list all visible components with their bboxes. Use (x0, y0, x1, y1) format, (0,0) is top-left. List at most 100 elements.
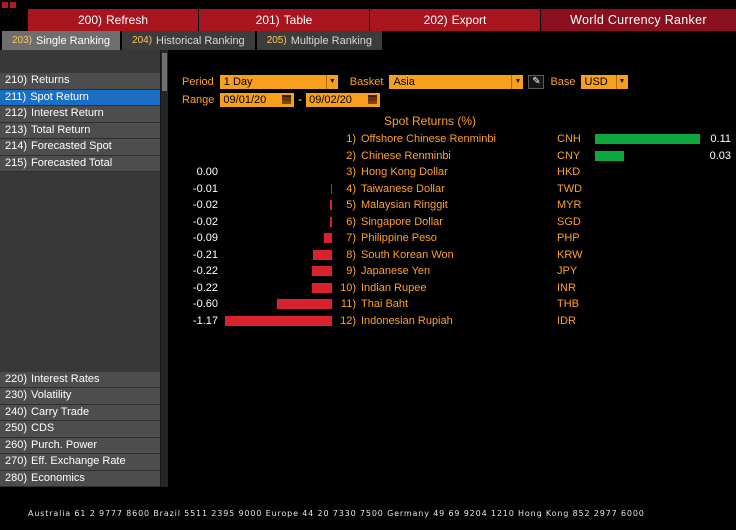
negative-bar-zone (218, 282, 332, 293)
rank-label: 11) (340, 298, 356, 311)
currency-code: CNH (557, 133, 581, 146)
negative-bar (330, 216, 332, 227)
left-value-label: -0.21 (192, 248, 218, 261)
negative-bar (330, 200, 332, 211)
negative-bar-zone (218, 183, 332, 194)
negative-bar-zone (218, 151, 332, 161)
sidebar-item-carry-trade[interactable]: 240) Carry Trade (0, 404, 160, 421)
currency-row[interactable]: -0.09 7) Philippine Peso PHP (168, 230, 736, 247)
left-value-label: -0.02 (192, 215, 218, 228)
period-dropdown[interactable]: 1 Day ▼ (219, 74, 338, 89)
sidebar-item-interest-rates[interactable]: 220) Interest Rates (0, 371, 160, 388)
range-separator: - (298, 93, 303, 106)
rank-label: 4) (346, 182, 356, 195)
tab-label: Multiple Ranking (290, 34, 373, 47)
currency-row[interactable]: -0.02 6) Singapore Dollar SGD (168, 214, 736, 231)
chart-rows: 1) Offshore Chinese Renminbi CNH 0.11 2)… (168, 131, 736, 329)
rank-label: 9) (346, 265, 356, 278)
currency-row[interactable]: 1) Offshore Chinese Renminbi CNH 0.11 (168, 131, 736, 148)
tab-historical-ranking[interactable]: 204) Historical Ranking (122, 31, 255, 50)
sidebar-item-returns[interactable]: 210) Returns (0, 73, 160, 90)
currency-code: INR (557, 281, 576, 294)
terminal-mark-icon (10, 2, 16, 8)
currency-name: Offshore Chinese Renminbi (361, 133, 496, 146)
currency-code: HKD (557, 166, 581, 179)
sidebar-item-volatility[interactable]: 230) Volatility (0, 388, 160, 405)
calendar-icon (368, 95, 378, 104)
rank-label: 12) (340, 314, 356, 327)
tab-single-ranking[interactable]: 203) Single Ranking (2, 31, 121, 50)
currency-name: Indonesian Rupiah (361, 314, 453, 327)
controls-row-1: Period 1 Day ▼ Basket Asia ▼ ✎ Base USD … (168, 74, 736, 89)
left-value-label: 0.00 (196, 166, 218, 179)
table-button-number: 201) (255, 13, 280, 27)
currency-name: Hong Kong Dollar (361, 166, 448, 179)
currency-code: CNY (557, 149, 581, 162)
basket-label: Basket (349, 75, 384, 88)
currency-name: Taiwanese Dollar (361, 182, 445, 195)
sidebar-item-forecasted-spot[interactable]: 214) Forecasted Spot (0, 139, 160, 156)
sidebar-item-interest-return[interactable]: 212) Interest Return (0, 106, 160, 123)
currency-code: TWD (557, 182, 583, 195)
sidebar-item-economics[interactable]: 280) Economics (0, 470, 160, 487)
negative-bar (324, 233, 332, 244)
sidebar-item-forecasted-total[interactable]: 215) Forecasted Total (0, 155, 160, 172)
currency-row[interactable]: -0.21 8) South Korean Won KRW (168, 247, 736, 264)
negative-bar-zone (218, 266, 332, 277)
sidebar-item-total-return[interactable]: 213) Total Return (0, 122, 160, 139)
tab-number: 204) (132, 35, 153, 46)
currency-row[interactable]: -0.02 5) Malaysian Ringgit MYR (168, 197, 736, 214)
rank-label: 2) (346, 149, 356, 162)
positive-bar (595, 134, 700, 145)
export-button[interactable]: 202) Export (370, 9, 540, 31)
negative-bar-zone (218, 299, 332, 310)
positive-bar-zone (595, 200, 707, 210)
tab-multiple-ranking[interactable]: 205) Multiple Ranking (256, 31, 383, 50)
negative-bar (313, 249, 332, 260)
currency-name: Malaysian Ringgit (361, 199, 448, 212)
scrollbar-thumb[interactable] (162, 53, 167, 91)
positive-bar-zone (595, 233, 707, 243)
left-value-label: -0.01 (192, 182, 218, 195)
currency-row[interactable]: -1.17 12) Indonesian Rupiah IDR (168, 313, 736, 330)
edit-basket-button[interactable]: ✎ (528, 74, 545, 89)
currency-row[interactable]: -0.22 9) Japanese Yen JPY (168, 263, 736, 280)
positive-bar-zone (595, 316, 707, 326)
sidebar-item-eff-exchange-rate[interactable]: 270) Eff. Exchange Rate (0, 454, 160, 471)
left-value-label: -0.22 (192, 265, 218, 278)
chevron-down-icon: ▼ (615, 74, 628, 89)
currency-row[interactable]: -0.01 4) Taiwanese Dollar TWD (168, 181, 736, 198)
positive-bar-zone (595, 134, 707, 145)
negative-bar-zone (218, 249, 332, 260)
terminal-mark-icon (2, 2, 8, 8)
positive-bar-zone (595, 150, 707, 161)
negative-bar-zone (218, 216, 332, 227)
rank-label: 7) (346, 232, 356, 245)
currency-row[interactable]: -0.22 10) Indian Rupee INR (168, 280, 736, 297)
currency-name: Philippine Peso (361, 232, 437, 245)
currency-row[interactable]: 2) Chinese Renminbi CNY 0.03 (168, 148, 736, 165)
sidebar-item-purch-power[interactable]: 260) Purch. Power (0, 437, 160, 454)
currency-code: THB (557, 298, 579, 311)
base-dropdown[interactable]: USD ▼ (580, 74, 628, 89)
negative-bar-zone (218, 167, 332, 177)
negative-bar-zone (218, 233, 332, 244)
basket-dropdown[interactable]: Asia ▼ (389, 74, 524, 89)
sidebar-item-cds[interactable]: 250) CDS (0, 421, 160, 438)
rank-label: 10) (340, 281, 356, 294)
sidebar-scrollbar[interactable] (160, 50, 168, 487)
tab-bar: 203) Single Ranking 204) Historical Rank… (0, 31, 736, 50)
refresh-button[interactable]: 200) Refresh (28, 9, 198, 31)
table-button[interactable]: 201) Table (199, 9, 369, 31)
top-strip (0, 0, 736, 9)
currency-name: Indian Rupee (361, 281, 427, 294)
range-end-date-input[interactable]: 09/02/20 (306, 92, 381, 107)
sidebar-gap (0, 172, 160, 372)
chevron-down-icon: ▼ (511, 74, 523, 89)
currency-code: SGD (557, 215, 581, 228)
currency-row[interactable]: 0.00 3) Hong Kong Dollar HKD (168, 164, 736, 181)
sidebar-item-spot-return[interactable]: 211) Spot Return (0, 89, 160, 106)
currency-row[interactable]: -0.60 11) Thai Baht THB (168, 296, 736, 313)
range-start-date-input[interactable]: 09/01/20 (220, 92, 295, 107)
